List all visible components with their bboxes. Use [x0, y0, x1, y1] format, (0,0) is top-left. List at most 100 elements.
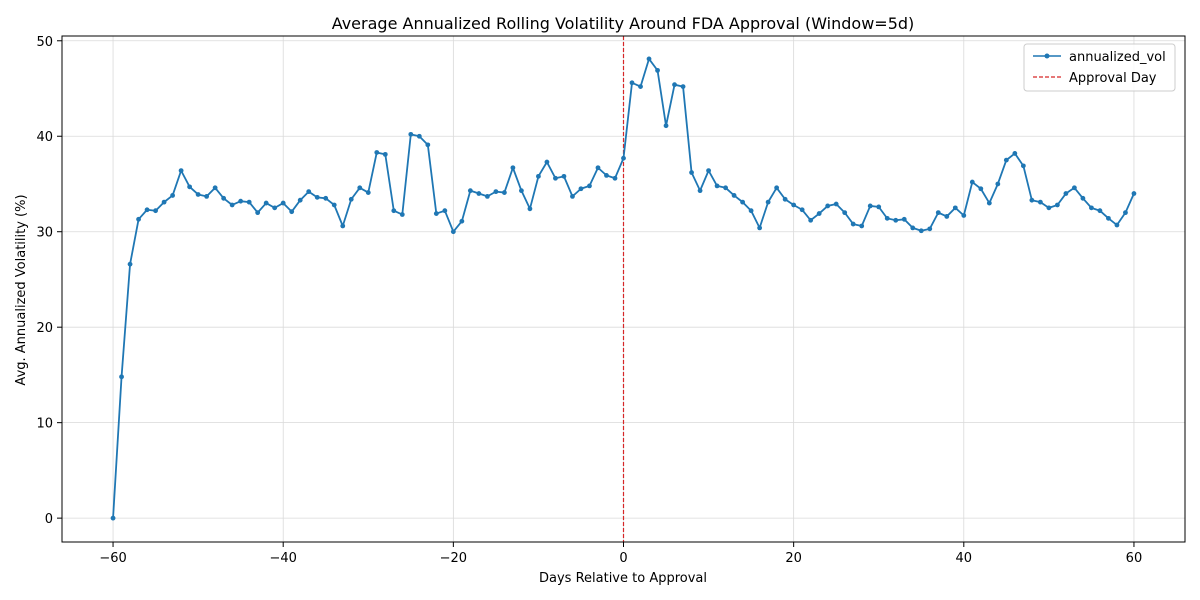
data-point — [238, 198, 244, 204]
y-tick-label: 20 — [36, 321, 53, 336]
data-point — [544, 159, 550, 165]
data-point — [331, 202, 337, 208]
data-point — [816, 211, 822, 216]
data-point — [255, 210, 261, 216]
data-point — [833, 201, 839, 207]
data-point — [553, 175, 558, 181]
data-point — [450, 229, 456, 235]
data-point — [323, 195, 329, 201]
data-point — [221, 195, 227, 201]
data-point — [365, 190, 371, 195]
data-point — [178, 168, 184, 174]
data-point — [952, 205, 958, 211]
data-point — [408, 131, 414, 137]
data-point — [204, 193, 210, 199]
data-point — [1063, 191, 1069, 196]
data-point — [289, 209, 295, 215]
data-point — [1089, 205, 1094, 211]
data-point — [348, 196, 354, 202]
data-point — [714, 183, 720, 189]
data-point — [859, 223, 865, 229]
legend-marker-annualized-vol — [1044, 53, 1050, 59]
x-tick-label: 60 — [1126, 551, 1143, 566]
data-point — [587, 183, 592, 189]
data-point — [340, 223, 346, 229]
data-point — [910, 225, 916, 231]
series-layer — [110, 56, 1137, 521]
data-point — [314, 194, 320, 200]
data-point — [944, 214, 950, 219]
data-point — [144, 207, 150, 213]
data-point — [706, 168, 711, 174]
y-tick-label: 30 — [36, 226, 53, 241]
data-point — [612, 175, 618, 181]
data-point — [570, 193, 575, 199]
data-point — [740, 199, 746, 205]
y-tick-label: 0 — [45, 512, 53, 527]
data-point — [416, 133, 422, 139]
data-point — [757, 225, 763, 231]
data-point — [1012, 151, 1018, 156]
data-point — [357, 185, 363, 191]
x-tick-label: −20 — [440, 551, 467, 566]
data-point — [663, 123, 669, 129]
data-point — [263, 200, 269, 206]
data-point — [467, 188, 473, 194]
data-point — [655, 67, 660, 73]
data-point — [1037, 199, 1043, 205]
data-point — [391, 208, 397, 214]
data-point — [680, 84, 686, 89]
data-point — [519, 188, 524, 194]
data-point — [731, 193, 737, 198]
data-point — [1097, 208, 1103, 214]
data-point — [697, 188, 703, 194]
data-point — [884, 215, 890, 221]
y-tick-label: 40 — [36, 130, 53, 145]
data-point — [791, 202, 797, 208]
data-point — [842, 210, 848, 216]
data-point — [621, 155, 626, 161]
data-point — [459, 218, 465, 224]
data-point — [527, 206, 533, 212]
data-point — [484, 193, 490, 199]
data-point — [961, 213, 967, 218]
data-point — [1046, 205, 1052, 211]
data-point — [978, 186, 984, 192]
legend-label-annualized-vol: annualized_vol — [1069, 50, 1166, 65]
data-point — [187, 184, 193, 190]
data-point — [433, 211, 439, 216]
data-point — [935, 210, 941, 216]
data-point — [1123, 210, 1128, 216]
data-point — [927, 226, 933, 232]
data-point — [493, 189, 499, 195]
data-point — [901, 216, 907, 222]
data-point — [425, 142, 431, 148]
data-point — [969, 179, 975, 185]
data-point — [212, 185, 218, 191]
x-axis-label: Days Relative to Approval — [539, 571, 707, 586]
data-point — [646, 56, 652, 62]
data-point — [578, 186, 584, 192]
data-point — [893, 217, 899, 223]
legend-box — [1023, 43, 1176, 92]
plot-area — [61, 35, 1186, 543]
data-point — [442, 208, 448, 214]
y-tick-label: 50 — [36, 35, 53, 50]
data-point — [1054, 202, 1060, 208]
data-point — [1080, 195, 1086, 201]
y-tick-label: 10 — [36, 417, 53, 432]
data-point — [476, 191, 482, 196]
data-point — [782, 196, 788, 202]
x-tick-label: 0 — [619, 551, 627, 566]
y-axis: 0 10 20 30 40 50 — [36, 35, 62, 527]
data-point — [1106, 215, 1111, 221]
data-point — [306, 189, 312, 195]
data-point — [986, 200, 992, 206]
data-point — [297, 197, 303, 203]
data-point — [765, 199, 771, 205]
data-point — [382, 151, 388, 157]
data-point — [110, 515, 116, 521]
data-point — [774, 185, 780, 191]
